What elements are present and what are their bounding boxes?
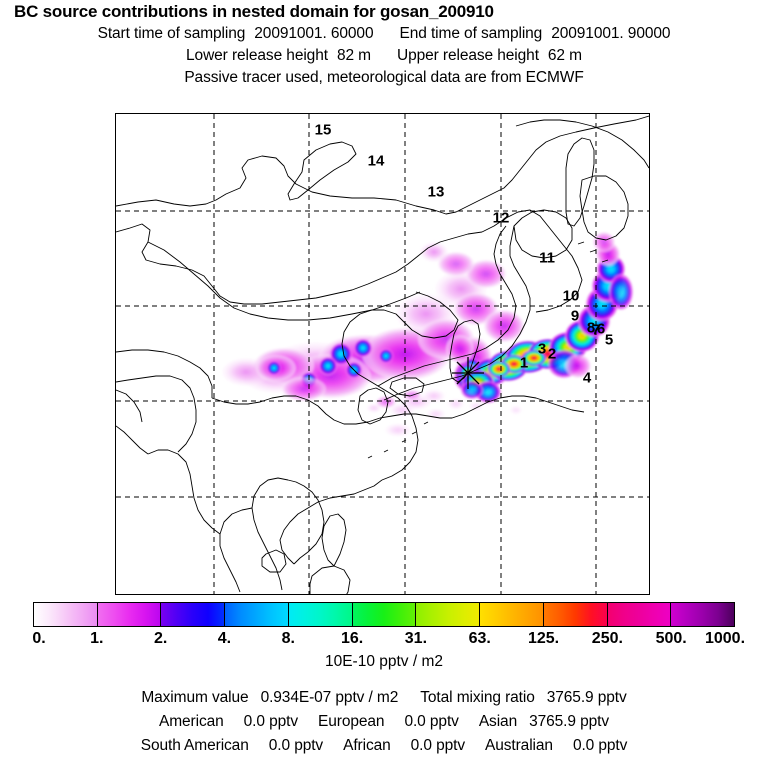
- start-time-label: Start time of sampling: [97, 25, 246, 42]
- page-title: BC source contributions in nested domain…: [14, 2, 494, 21]
- map-plot-area: 15 14 13 12 11 10 9 8 7 6 5 4 3 2 1: [115, 113, 650, 595]
- release-height-line: Lower release height 82 m Upper release he…: [0, 45, 768, 67]
- coastline-layer: [116, 115, 649, 594]
- lower-release-label: Lower release height: [186, 47, 328, 64]
- colorbar-segment-4: [288, 603, 353, 626]
- colorbar-tick-10: 500.: [655, 630, 687, 647]
- region-row-1: American 0.0 pptv European 0.0 pptv Asian 376…: [0, 710, 768, 734]
- region-australian-label: Australian: [485, 737, 553, 754]
- colorbar-tick-0: 0.: [32, 630, 46, 647]
- colorbar-tick-11: 1000.: [704, 630, 746, 647]
- colorbar-segment-7: [480, 603, 544, 626]
- colorbar-tick-3: 4.: [217, 630, 232, 647]
- colorbar-tick-2: 2.: [153, 630, 168, 647]
- trajectory-point-6: 6: [596, 320, 606, 338]
- map-canvas: [116, 114, 649, 594]
- trajectory-point-12: 12: [492, 209, 510, 227]
- end-time-label: End time of sampling: [399, 25, 543, 42]
- trajectory-point-15: 15: [314, 121, 332, 139]
- trajectory-point-3: 3: [537, 340, 547, 358]
- colorbar-segment-6: [416, 603, 481, 626]
- trajectory-point-8: 8: [586, 319, 596, 337]
- colorbar-segment-9: [607, 603, 672, 626]
- colorbar-tick-labels: 0. 1. 2. 4. 8. 16. 31. 63. 125. 250. 500. 1000.: [0, 630, 768, 652]
- sampling-time-line: Start time of sampling 20091001. 60000 End…: [0, 23, 768, 45]
- region-african-value: 0.0 pptv: [410, 737, 465, 754]
- region-south-american-label: South American: [140, 737, 249, 754]
- trajectory-point-5: 5: [604, 331, 614, 349]
- total-mixing-ratio-label: Total mixing ratio: [420, 689, 535, 706]
- upper-release-label: Upper release height: [397, 47, 539, 64]
- colorbar-segment-3: [225, 603, 289, 626]
- region-american-value: 0.0 pptv: [243, 713, 299, 730]
- tracer-note: Passive tracer used, meteorological data…: [184, 69, 584, 86]
- region-american-label: American: [158, 713, 224, 730]
- region-asian-value: 3765.9 pptv: [529, 713, 610, 730]
- trajectory-point-11: 11: [539, 249, 555, 267]
- plume-field: [222, 232, 633, 437]
- colorbar-tick-5: 16.: [340, 630, 364, 647]
- trajectory-point-9: 9: [570, 307, 580, 325]
- region-row-2: South American 0.0 pptv African 0.0 pptv Aus…: [0, 734, 768, 758]
- region-european-label: European: [318, 713, 385, 730]
- lower-release-value: 82 m: [336, 47, 371, 64]
- trajectory-point-10: 10: [562, 287, 580, 305]
- colorbar-segment-1: [97, 603, 162, 626]
- trajectory-point-1: 1: [519, 354, 529, 372]
- colorbar-tick-7: 63.: [468, 630, 491, 647]
- trajectory-point-13: 13: [427, 183, 445, 201]
- colorbar-gradient: [33, 602, 735, 627]
- colorbar: [33, 602, 735, 627]
- region-south-american-value: 0.0 pptv: [268, 737, 324, 754]
- header-text-block: BC source contributions in nested domain…: [0, 0, 768, 89]
- colorbar-tick-9: 250.: [591, 630, 623, 647]
- colorbar-segment-5: [352, 603, 417, 626]
- colorbar-tick-4: 8.: [281, 630, 295, 647]
- colorbar-tick-6: 31.: [404, 630, 428, 647]
- total-mixing-ratio-value: 3765.9 pptv: [546, 689, 627, 706]
- end-time-value: 20091001. 90000: [551, 25, 671, 42]
- trajectory-point-4: 4: [582, 369, 592, 387]
- colorbar-segment-2: [161, 603, 226, 626]
- colorbar-segment-10: [671, 603, 735, 626]
- colorbar-segment-0: [34, 603, 98, 626]
- trajectory-point-2: 2: [547, 345, 557, 363]
- trajectory-point-7: 7: [591, 321, 601, 339]
- colorbar-tick-1: 1.: [90, 630, 104, 647]
- start-time-value: 20091001. 60000: [254, 25, 374, 42]
- statistics-block: Maximum value 0.934E-07 pptv / m2 Total mi…: [0, 686, 768, 758]
- upper-release-value: 62 m: [547, 47, 582, 64]
- maximum-value-label: Maximum value: [141, 689, 249, 706]
- colorbar-segment-8: [543, 603, 608, 626]
- colorbar-tick-8: 125.: [527, 630, 560, 647]
- maximum-value: 0.934E-07 pptv / m2: [260, 689, 399, 706]
- region-australian-value: 0.0 pptv: [572, 737, 628, 754]
- region-asian-label: Asian: [478, 713, 518, 730]
- trajectory-point-14: 14: [367, 152, 385, 170]
- colorbar-unit-label: 10E-10 pptv / m2: [324, 653, 444, 670]
- region-african-label: African: [343, 737, 391, 754]
- release-site-marker: [452, 357, 484, 389]
- region-european-value: 0.0 pptv: [404, 713, 459, 730]
- max-and-total-line: Maximum value 0.934E-07 pptv / m2 Total mi…: [0, 686, 768, 710]
